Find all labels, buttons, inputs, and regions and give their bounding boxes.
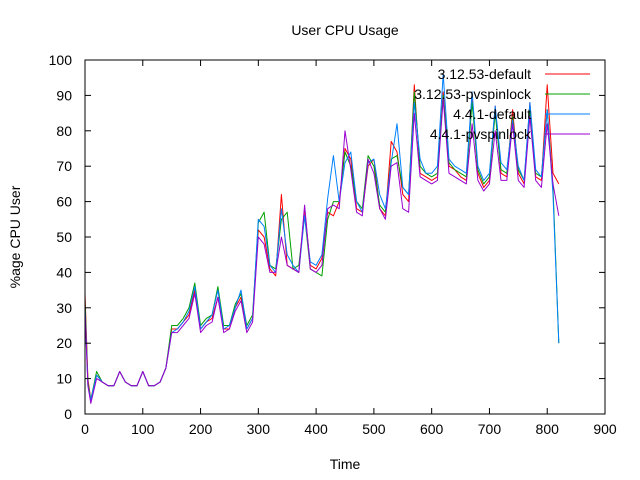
legend-label-4: 4.4.1-pvspinlock — [430, 126, 532, 142]
y-tick-label: 90 — [56, 87, 72, 103]
y-axis-label: %age CPU User — [7, 185, 23, 288]
y-tick-label: 0 — [64, 406, 72, 422]
axis-layer: 0 100 200 300 400 500 600 700 800 900 0 10 20 30 40 50 6… — [49, 52, 617, 437]
x-tick-label: 600 — [420, 421, 444, 437]
y-tick-label: 20 — [56, 335, 72, 351]
y-tick-label: 60 — [56, 194, 72, 210]
x-tick-label: 800 — [536, 421, 560, 437]
y-tick-label: 40 — [56, 264, 72, 280]
series-line-4 — [84, 98, 560, 404]
x-tick-label: 100 — [131, 421, 155, 437]
y-tick-label: 70 — [56, 158, 72, 174]
x-tick-label: 400 — [304, 421, 328, 437]
x-tick-label: 0 — [81, 421, 89, 437]
chart-title: User CPU Usage — [291, 22, 399, 38]
series-line-3 — [84, 73, 560, 401]
y-tick-label: 50 — [56, 229, 72, 245]
legend-label-3: 4.4.1-default — [453, 106, 531, 122]
y-tick-label: 30 — [56, 300, 72, 316]
x-tick-label: 900 — [593, 421, 617, 437]
y-tick-label: 100 — [49, 52, 73, 68]
y-tick-label: 10 — [56, 371, 72, 387]
legend-label-1: 3.12.53-default — [438, 66, 532, 82]
legend-label-2: 3.12.53-pvspinlock — [414, 86, 532, 102]
x-tick-label: 200 — [189, 421, 213, 437]
x-tick-label: 700 — [478, 421, 502, 437]
series-layer — [84, 73, 560, 404]
x-tick-label: 500 — [362, 421, 386, 437]
legend: 3.12.53-default 3.12.53-pvspinlock 4.4.1-d… — [414, 66, 590, 142]
x-tick-label: 300 — [247, 421, 271, 437]
x-axis-label: Time — [330, 456, 361, 472]
y-tick-label: 80 — [56, 123, 72, 139]
